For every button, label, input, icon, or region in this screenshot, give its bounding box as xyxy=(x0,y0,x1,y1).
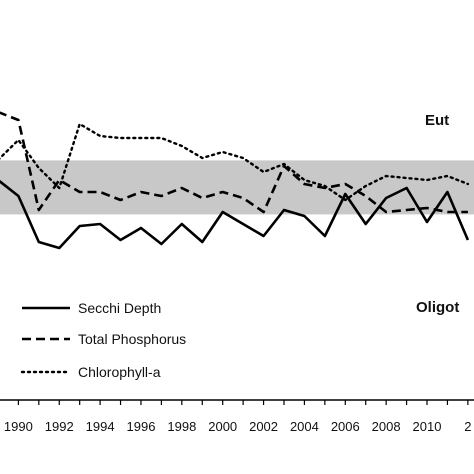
x-tick-label: 1992 xyxy=(45,419,74,434)
mesotrophic-band xyxy=(0,160,474,215)
x-tick-label: 2 xyxy=(464,419,471,434)
x-tick-label: 2002 xyxy=(249,419,278,434)
legend-label: Total Phosphorus xyxy=(78,331,186,347)
x-tick-label: 1994 xyxy=(86,419,115,434)
oligotrophic-label: Oligot xyxy=(416,299,459,316)
x-tick-label: 2008 xyxy=(372,419,401,434)
x-tick-label: 2000 xyxy=(208,419,237,434)
x-tick-label: 2006 xyxy=(331,419,360,434)
x-tick-label: 1998 xyxy=(167,419,196,434)
series-total-phosphorus xyxy=(0,111,468,214)
legend-label: Secchi Depth xyxy=(78,300,161,316)
legend-label: Chlorophyll-a xyxy=(78,364,161,380)
series-secchi-depth xyxy=(0,179,470,250)
x-tick-label: 1990 xyxy=(4,419,33,434)
x-tick-label: 2010 xyxy=(413,419,442,434)
x-tick-label: 2004 xyxy=(290,419,319,434)
x-tick-label: 1996 xyxy=(127,419,156,434)
eutrophic-label: Eut xyxy=(425,112,449,129)
